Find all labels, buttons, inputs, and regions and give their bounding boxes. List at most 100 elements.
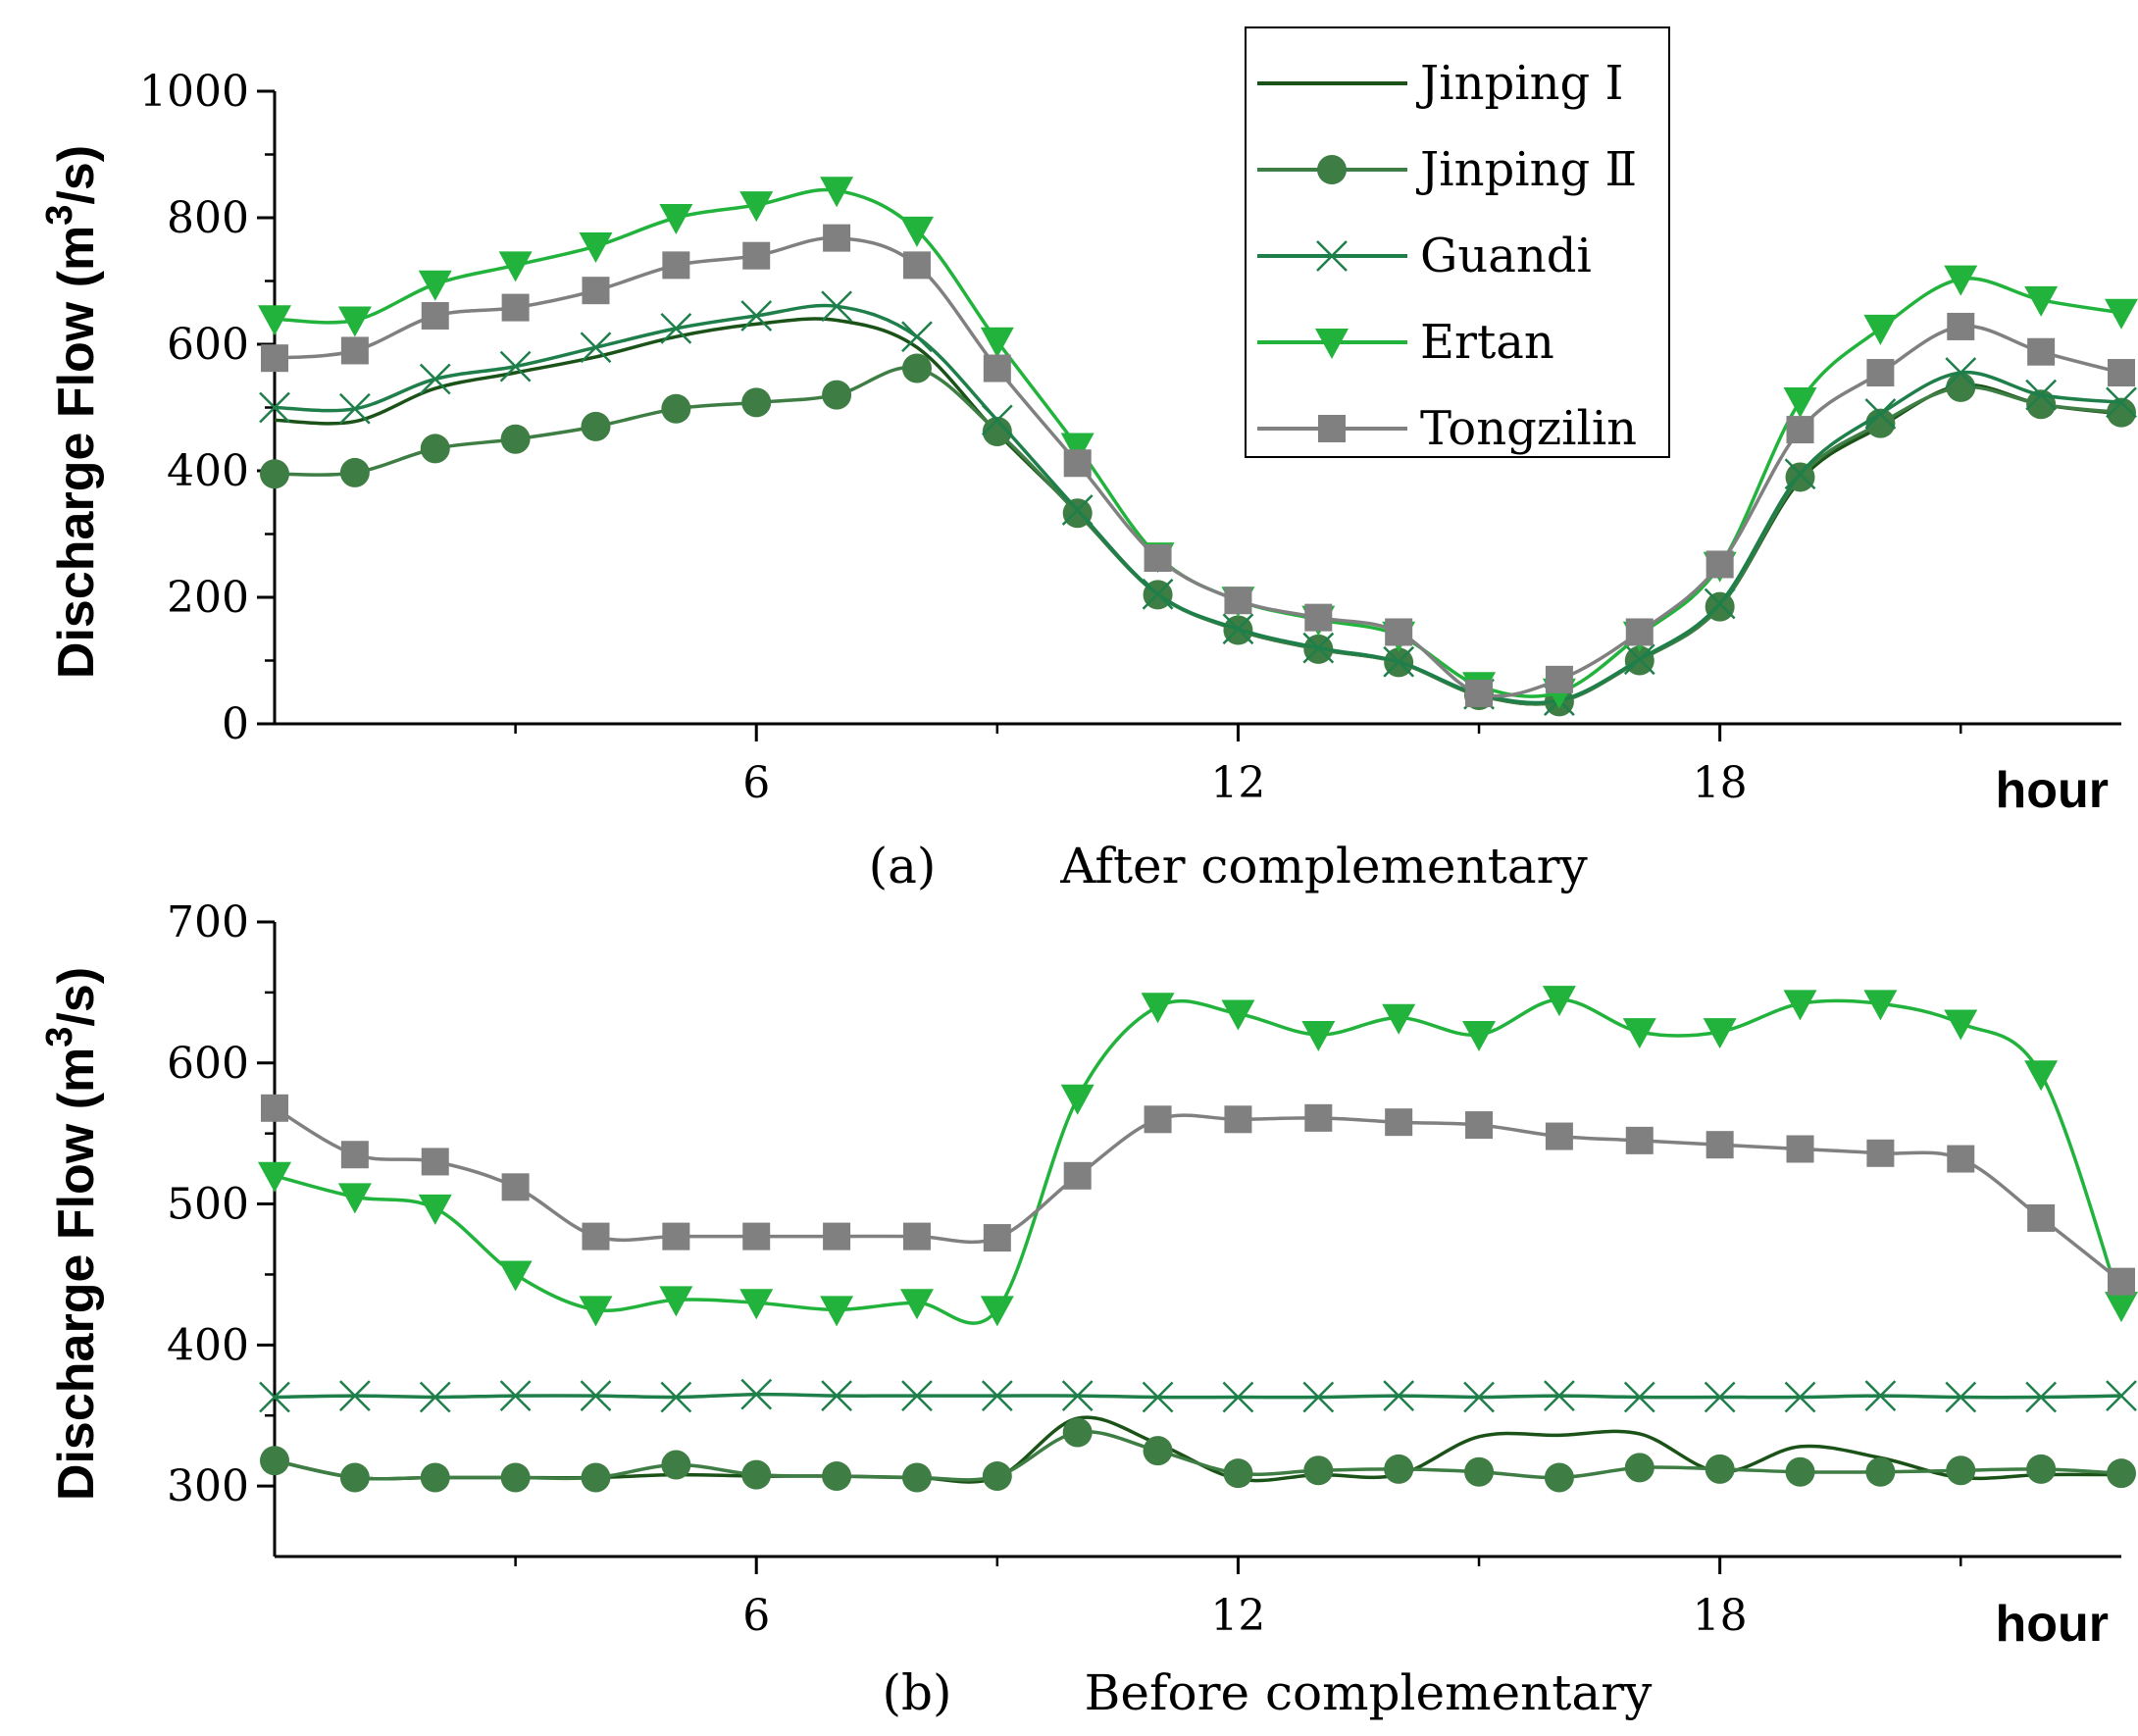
panel-a-series-2-point: [1302, 632, 1335, 664]
panel-a-series-2-point: [821, 290, 852, 323]
panel-b-series-4-point: [261, 1094, 288, 1122]
panel-a-series-3-point: [1783, 387, 1817, 419]
panel-a-series-3-point: [899, 216, 934, 247]
panel-b-series-1: [260, 1417, 2136, 1493]
panel-b-series-2-point: [259, 1381, 290, 1413]
panel-b-series-1-point: [581, 1462, 611, 1493]
panel-b-series-1-point: [500, 1462, 531, 1493]
panel-b-series-3-point: [1462, 1021, 1497, 1052]
panel-b-series-1-point: [1143, 1436, 1173, 1466]
panel-a-series-4-point: [1063, 449, 1092, 478]
panel-a-series-4-point: [1947, 312, 1975, 340]
panel-b-y-tick-label: 700: [167, 897, 249, 947]
panel-b-series-2-point: [740, 1378, 773, 1410]
legend-marker: [1318, 415, 1346, 442]
panel-b-series-1-line: [274, 1430, 2122, 1482]
panel-b-x-axis-label: hour: [1995, 1596, 2109, 1653]
panel-a-series-3-point: [337, 306, 372, 337]
panel-b-series-1-point: [339, 1462, 370, 1493]
panel-b-series-3-point: [1542, 986, 1576, 1017]
panel-b-series-4-point: [1866, 1139, 1895, 1167]
panel-b-series-4-point: [1947, 1145, 1975, 1173]
panel-b-series-1-point: [1785, 1456, 1815, 1487]
panel-b-series-2-point: [1061, 1380, 1094, 1411]
panel-a-series-2-point: [901, 321, 933, 353]
panel-a-series-1-point: [661, 393, 691, 424]
panel-b-series-2-point: [499, 1380, 532, 1411]
panel-b-series-3-point: [980, 1296, 1014, 1327]
panel-b-y-tick-label: 500: [167, 1180, 249, 1230]
panel-b-series-4-point: [1705, 1131, 1734, 1159]
legend-item-0: Jinping Ⅰ: [1257, 56, 1623, 111]
panel-b-series-1-point: [982, 1461, 1012, 1492]
panel-a-series-4-line: [274, 235, 2122, 698]
panel-a-series-3-point: [820, 177, 854, 208]
panel-b-x-tick-label: 6: [742, 1591, 770, 1641]
panel-b-series-1-point: [1624, 1453, 1654, 1483]
panel-b-series-1-point: [420, 1462, 450, 1493]
panel-b-series-2-point: [2025, 1381, 2058, 1413]
panel-a-series-2-point: [1784, 458, 1816, 490]
panel-b-series-1-point: [1865, 1456, 1896, 1487]
panel-b-series-3: [258, 986, 2138, 1327]
panel-b-series-4-point: [1385, 1108, 1413, 1137]
panel-a-series-4-point: [1625, 618, 1654, 646]
panel-b-series-3-point: [2105, 1292, 2138, 1323]
panel-b-series-2-point: [1704, 1381, 1736, 1413]
panel-a-series-0: [274, 317, 2122, 706]
panel-a-series-1-point: [1705, 591, 1735, 622]
legend-item-1: Jinping Ⅱ: [1257, 142, 1637, 197]
panel-a-series-4-point: [1224, 587, 1252, 615]
panel-b-series-2-point: [1142, 1381, 1174, 1413]
panel-a-series-2-point: [1864, 398, 1897, 430]
panel-a-series-2-point: [1945, 357, 1977, 388]
legend-label: Jinping Ⅰ: [1415, 56, 1623, 111]
panel-b-series-2-point: [1864, 1380, 1897, 1411]
panel-a-series-3-point: [1944, 265, 1978, 296]
panel-a-series-0-line: [274, 317, 2122, 706]
panel-a-series-3-point: [739, 191, 774, 223]
panel-a-y-tick-label: 1000: [139, 67, 249, 117]
panel-b-series-3-point: [899, 1289, 934, 1320]
panel-b-series-3-point: [258, 1161, 291, 1193]
panel-a-series-3-point: [980, 327, 1014, 358]
panel-a-series-3-point: [2024, 285, 2059, 317]
legend-item-2: Guandi: [1257, 229, 1592, 283]
panel-b-series-2-point: [580, 1380, 612, 1411]
panel-b-series-3-point: [820, 1296, 854, 1327]
legend-label: Jinping Ⅱ: [1415, 142, 1637, 197]
panel-b-series-2-point: [1623, 1381, 1655, 1413]
panel-a-series-4-point: [2108, 359, 2135, 387]
panel-a-series-4-point: [501, 293, 530, 322]
panel-b-series-2-point: [1544, 1380, 1575, 1411]
panel-a-series-1: [260, 353, 2136, 717]
panel-b-series-3-point: [418, 1194, 452, 1225]
panel-a-series-4: [261, 224, 2135, 708]
panel-a-series-2-point: [1623, 643, 1655, 676]
panel-b-x-tick-label: 18: [1693, 1591, 1748, 1641]
panel-b-plot-area: [258, 986, 2138, 1493]
panel-a-plot-area: [258, 177, 2138, 717]
panel-a-series-2-point: [580, 332, 612, 364]
panel-b-caption-letter: (b): [882, 1664, 951, 1721]
panel-a-axes: 0 200 400 600 800 1000 6 12 18: [139, 67, 2121, 808]
panel-a-series-2-point: [981, 404, 1013, 436]
panel-b-series-4-point: [1786, 1135, 1814, 1163]
panel-b-series-1-point: [1384, 1454, 1414, 1484]
panel-a-series-1-point: [982, 417, 1012, 447]
panel-a-series-1-point: [500, 424, 531, 454]
panel-a-series-2-point: [1142, 578, 1174, 610]
panel-a-series-1-point: [1865, 408, 1896, 438]
panel-b-series-2-point: [660, 1381, 692, 1413]
panel-b-series-1-point: [1464, 1456, 1495, 1487]
panel-a-series-4-point: [261, 344, 288, 373]
panel-b-y-tick-label: 600: [167, 1039, 249, 1089]
panel-a-series-4-point: [742, 241, 771, 270]
panel-a-series-4-point: [823, 224, 851, 252]
panel-b-series-4-point: [501, 1173, 530, 1201]
panel-a-series-4-point: [1786, 416, 1814, 444]
panel-b-series-4-point: [2027, 1203, 2056, 1232]
panel-a-series-4-point: [902, 251, 931, 280]
panel-a-x-axis-label: hour: [1995, 762, 2109, 819]
